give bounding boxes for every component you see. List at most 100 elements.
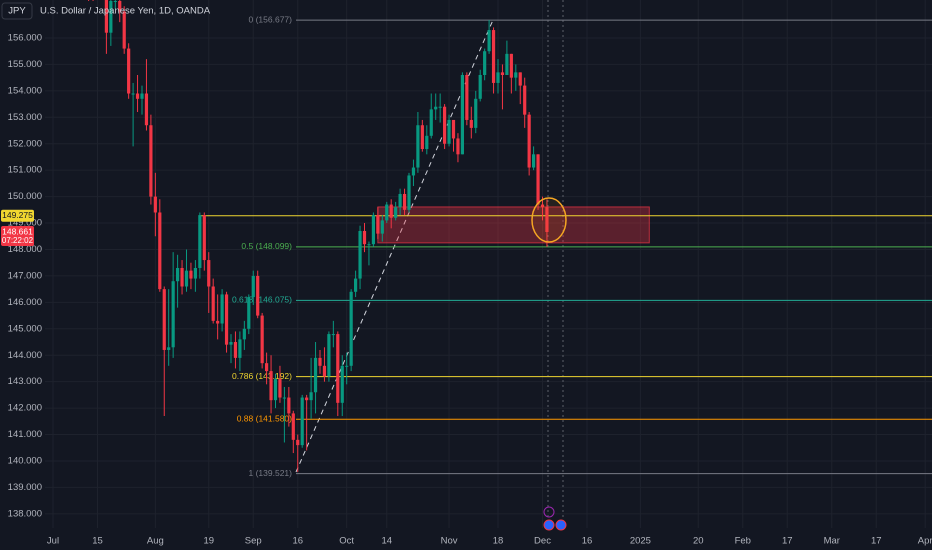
candle-body bbox=[371, 215, 375, 245]
x-tick-label: Apr bbox=[918, 536, 932, 547]
candle-body bbox=[420, 125, 424, 150]
candle-body bbox=[278, 379, 282, 398]
candle-body bbox=[443, 106, 447, 144]
candle-body bbox=[229, 342, 233, 345]
candle-body bbox=[407, 175, 411, 210]
fib-label: 0 (156.677) bbox=[249, 14, 293, 24]
candle-body bbox=[224, 294, 229, 345]
x-tick-label: Dec bbox=[534, 536, 551, 547]
countdown: 07:22:02 bbox=[2, 236, 34, 245]
candle-body bbox=[425, 135, 429, 150]
y-tick-label: 154.000 bbox=[8, 85, 42, 96]
candle-body bbox=[131, 93, 135, 95]
candle-body bbox=[211, 286, 215, 321]
candle-body bbox=[469, 119, 473, 128]
y-tick-label: 141.000 bbox=[8, 429, 42, 440]
candle-body bbox=[496, 72, 500, 83]
candle-body bbox=[171, 281, 175, 348]
candle-body bbox=[109, 0, 113, 33]
x-tick-label: Feb bbox=[735, 536, 751, 547]
candle-body bbox=[451, 119, 456, 139]
y-tick-label: 156.000 bbox=[8, 33, 42, 44]
candle-body bbox=[176, 267, 180, 282]
y-tick-label: 151.000 bbox=[8, 165, 42, 176]
candle-body bbox=[207, 260, 211, 287]
fib-label: 0.786 (143.192) bbox=[232, 371, 292, 381]
y-tick-label: 140.000 bbox=[8, 456, 42, 467]
candle-body bbox=[318, 357, 322, 366]
candle-body bbox=[509, 53, 513, 78]
candle-body bbox=[518, 72, 522, 86]
candle-body bbox=[487, 30, 491, 52]
axes: 156.000 155.000 154.000 153.000 152.000 151.0… bbox=[1, 33, 932, 547]
x-tick-label: Sep bbox=[245, 536, 262, 547]
grid bbox=[45, 0, 932, 528]
candle-body bbox=[500, 72, 505, 76]
x-tick-label: 16 bbox=[292, 536, 303, 547]
y-tick-label: 142.000 bbox=[8, 403, 42, 414]
candle-body bbox=[354, 278, 358, 292]
candle-body bbox=[402, 193, 407, 210]
y-tick-label: 144.000 bbox=[8, 350, 42, 361]
candle-body bbox=[483, 51, 487, 76]
candle-body bbox=[144, 93, 149, 126]
candle-body bbox=[251, 275, 255, 298]
candle-body bbox=[140, 93, 144, 99]
x-tick-label: Jul bbox=[47, 536, 59, 547]
candle-body bbox=[291, 413, 295, 440]
candle-body bbox=[394, 207, 398, 218]
candle-body bbox=[198, 215, 202, 268]
chart-title: U.S. Dollar / Japanese Yen, 1D, OANDA bbox=[40, 6, 211, 17]
candle-body bbox=[189, 270, 193, 279]
zone bbox=[377, 206, 650, 244]
candle-body bbox=[514, 72, 518, 78]
x-tick-label: 2025 bbox=[630, 536, 651, 547]
candle-body bbox=[385, 204, 389, 221]
x-tick-label: 16 bbox=[582, 536, 593, 547]
candle-body bbox=[184, 270, 189, 287]
candle-body bbox=[220, 294, 224, 324]
y-tick-label: 150.000 bbox=[8, 191, 42, 202]
candle-body bbox=[523, 85, 527, 115]
y-tick-label: 143.000 bbox=[8, 376, 42, 387]
candle-body bbox=[327, 334, 331, 377]
candle-body bbox=[127, 48, 131, 94]
candles bbox=[88, 0, 549, 473]
symbol-box bbox=[1, 2, 33, 20]
event-icon bbox=[543, 519, 555, 531]
x-tick-label: 15 bbox=[92, 536, 103, 547]
candle-body bbox=[162, 289, 166, 350]
candle-body bbox=[282, 397, 286, 399]
fib-label: 0.618 (146.075) bbox=[232, 295, 292, 305]
highlight-circle bbox=[531, 197, 567, 243]
candle-body bbox=[305, 397, 309, 401]
candle-body bbox=[340, 365, 344, 403]
candle-body bbox=[202, 215, 206, 261]
candle-body bbox=[536, 154, 540, 205]
candle-body bbox=[474, 98, 478, 128]
candle-body bbox=[478, 75, 482, 99]
candle-body bbox=[380, 220, 384, 234]
x-tick-label: 20 bbox=[693, 536, 704, 547]
candle-body bbox=[313, 357, 318, 393]
x-tick-label: 17 bbox=[782, 536, 793, 547]
x-tick-label: Oct bbox=[339, 536, 354, 547]
fib-label: 1 (139.521) bbox=[249, 468, 293, 478]
candle-body bbox=[416, 125, 420, 168]
candle-body bbox=[398, 193, 402, 208]
candle-body bbox=[540, 204, 545, 208]
candle-body bbox=[260, 315, 264, 364]
candle-body bbox=[460, 75, 464, 155]
price-tag bbox=[1, 209, 34, 222]
candle-body bbox=[233, 342, 238, 358]
candle-body bbox=[389, 204, 393, 218]
candle-body bbox=[296, 439, 300, 446]
candle-body bbox=[376, 215, 380, 234]
candle-body bbox=[505, 53, 509, 76]
candle-body bbox=[358, 230, 362, 279]
candle-body bbox=[149, 125, 153, 197]
candle-body bbox=[429, 109, 433, 136]
candle-body bbox=[367, 244, 371, 246]
candle-body bbox=[411, 167, 416, 176]
